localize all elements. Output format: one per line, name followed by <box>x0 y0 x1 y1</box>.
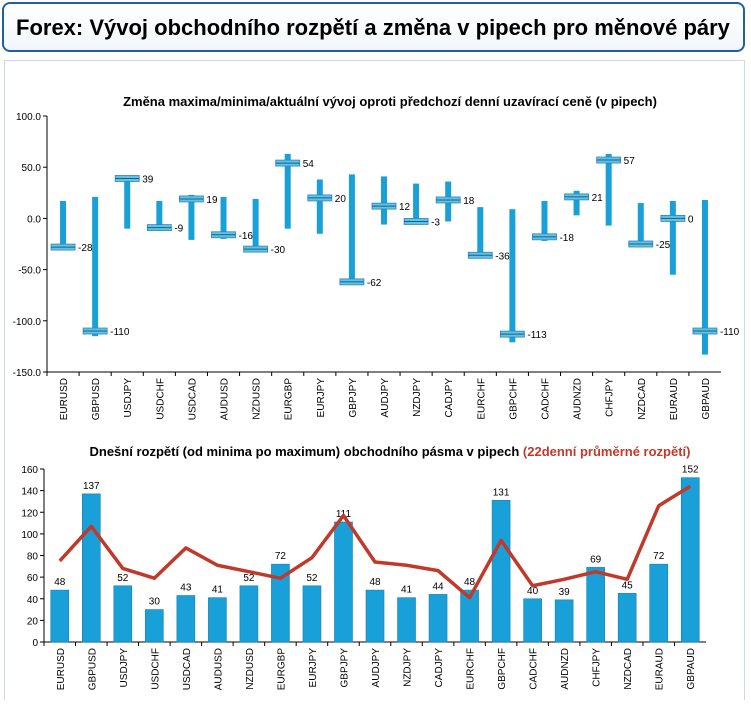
range-bar <box>188 194 195 240</box>
range-value-label: -18 <box>559 233 574 244</box>
range-chart-category-label: GBPJPY <box>348 378 359 418</box>
range-value-label: -28 <box>78 243 93 254</box>
range-chart-category-label: GBPCHF <box>508 378 519 420</box>
range-chart-category-label: USDCAD <box>187 378 198 420</box>
range-bar <box>413 183 420 225</box>
range-chart-category-label: GBPUSD <box>91 378 102 420</box>
range-chart-category-label: EURGBP <box>284 378 295 421</box>
range-chart-y-tick-label: 0.0 <box>27 214 41 225</box>
range-value-label: 21 <box>592 193 604 204</box>
chart-panel <box>4 60 745 700</box>
range-bar <box>701 199 708 355</box>
range-chart-y-tick-label: 50.0 <box>22 163 42 174</box>
range-value-label: -62 <box>367 278 382 289</box>
range-chart-y-tick-label: 100.0 <box>16 112 41 123</box>
range-bar <box>605 153 612 226</box>
range-bar <box>669 200 676 275</box>
range-bar <box>92 196 99 337</box>
range-chart-category-label: CADCHF <box>540 378 551 420</box>
range-bar <box>124 176 131 229</box>
range-bar <box>637 203 644 248</box>
range-bar <box>284 153 291 229</box>
range-bar <box>541 200 548 241</box>
range-value-label: -25 <box>656 240 671 251</box>
range-chart-category-label: NZDCAD <box>637 378 648 420</box>
range-value-label: -110 <box>110 327 130 338</box>
range-value-label: -110 <box>720 327 740 338</box>
range-chart-category-label: EURAUD <box>669 378 680 420</box>
range-value-label: 57 <box>624 156 636 167</box>
range-chart-category-label: NZDJPY <box>412 378 423 417</box>
range-bar <box>573 190 580 216</box>
range-chart-category-label: EURCHF <box>476 378 487 420</box>
range-value-label: -30 <box>271 245 286 256</box>
range-chart-y-tick-label: -100.0 <box>13 317 42 328</box>
range-value-label: -36 <box>495 251 510 262</box>
range-bar <box>348 174 355 285</box>
range-bar <box>220 196 227 239</box>
range-chart-category-label: USDCHF <box>155 378 166 420</box>
range-bar <box>316 179 323 234</box>
range-value-label: -113 <box>527 330 547 341</box>
range-bar <box>156 200 163 231</box>
range-value-label: 0 <box>688 214 694 225</box>
range-chart-title: Změna maxima/minima/aktuální vývoj oprot… <box>123 94 657 109</box>
page-title: Forex: Vývoj obchodního rozpětí a změna … <box>16 15 730 40</box>
range-value-label: 20 <box>335 194 347 205</box>
page-header: Forex: Vývoj obchodního rozpětí a změna … <box>2 2 745 52</box>
range-bar <box>252 198 259 250</box>
range-chart-category-label: EURUSD <box>59 378 70 420</box>
range-chart-y-tick-label: -50.0 <box>18 266 41 277</box>
range-chart-category-label: AUDJPY <box>380 378 391 418</box>
range-bar <box>477 207 484 258</box>
range-chart: Změna maxima/minima/aktuální vývoj oprot… <box>13 94 740 421</box>
range-bar <box>381 176 387 225</box>
range-chart-category-label: USDJPY <box>123 378 134 418</box>
range-value-label: -3 <box>431 217 440 228</box>
range-chart-category-label: GBPAUD <box>701 378 712 420</box>
range-value-label: 19 <box>206 195 218 206</box>
range-bar <box>60 200 67 248</box>
range-chart-category-label: CHFJPY <box>605 378 616 417</box>
range-chart-category-label: EURJPY <box>316 378 327 418</box>
range-chart-category-label: NZDUSD <box>252 378 263 420</box>
range-chart-y-tick-label: -150.0 <box>13 368 42 379</box>
range-value-label: -9 <box>174 224 183 235</box>
range-value-label: 12 <box>399 202 411 213</box>
range-chart-category-label: AUDUSD <box>220 378 231 420</box>
range-chart-category-label: AUDNZD <box>573 378 584 420</box>
range-value-label: -16 <box>239 231 254 242</box>
range-value-label: 18 <box>463 196 475 207</box>
range-chart-category-label: CADJPY <box>444 378 455 418</box>
range-value-label: 39 <box>142 174 154 185</box>
range-bar <box>509 209 516 343</box>
range-value-label: 54 <box>303 159 315 170</box>
